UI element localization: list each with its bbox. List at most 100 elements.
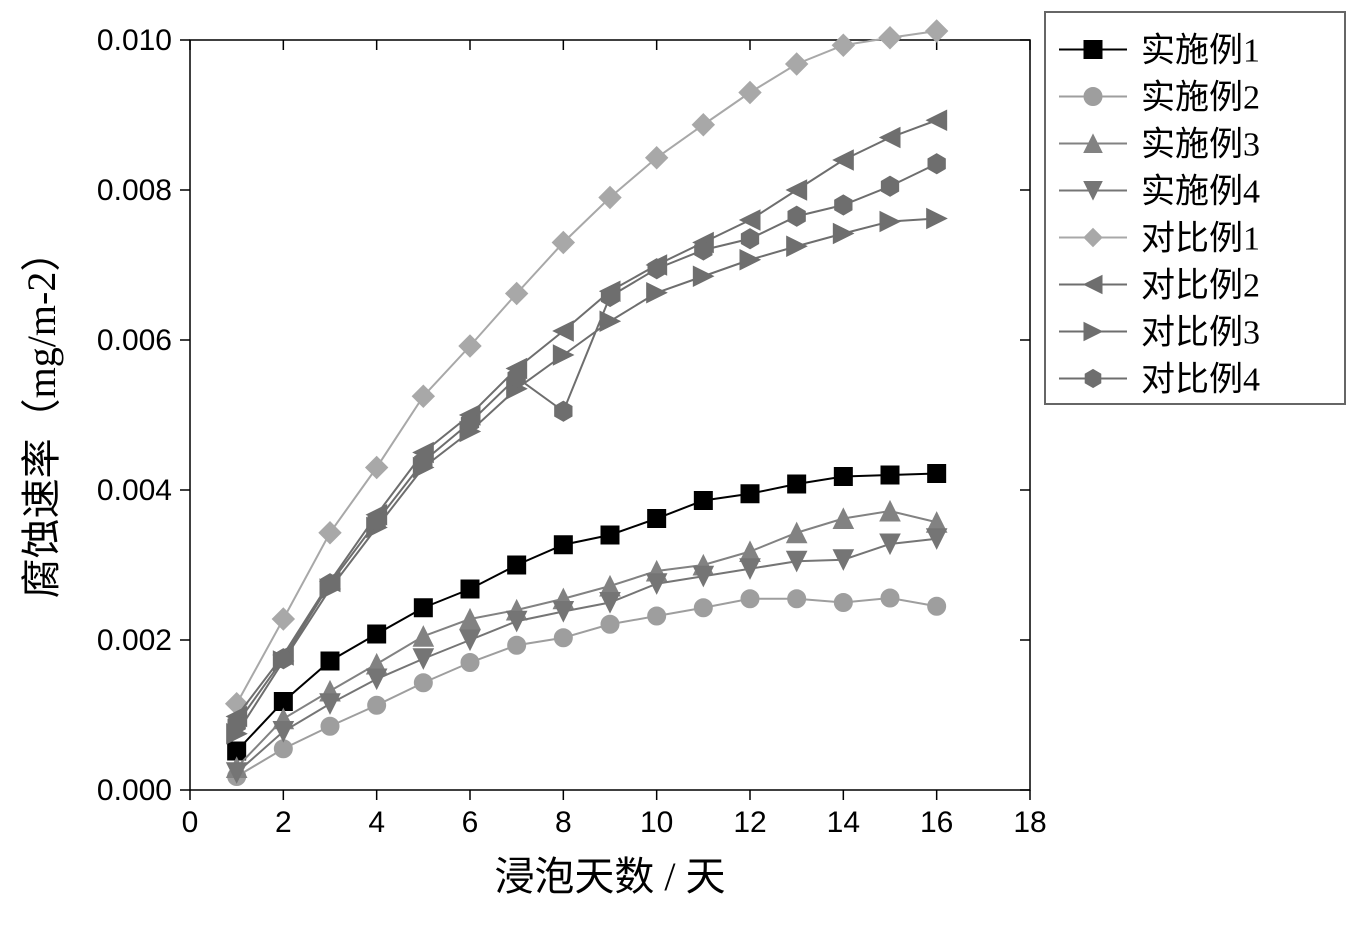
- series-marker: [788, 206, 805, 226]
- series-marker: [553, 345, 573, 365]
- series-marker: [787, 236, 807, 256]
- series-marker: [601, 287, 618, 307]
- series-marker: [508, 636, 526, 654]
- series-marker: [927, 110, 947, 130]
- series-marker: [414, 599, 432, 617]
- series-marker: [834, 468, 852, 486]
- legend-label: 实施例4: [1141, 173, 1260, 211]
- series-marker: [928, 154, 945, 174]
- series-line-2: [237, 511, 937, 768]
- series-marker: [321, 574, 338, 594]
- series-marker: [881, 176, 898, 196]
- x-tick-label: 4: [368, 806, 385, 839]
- x-tick-label: 12: [733, 806, 766, 839]
- x-tick-label: 14: [827, 806, 860, 839]
- series-marker: [832, 34, 854, 56]
- series-marker: [413, 649, 433, 669]
- series-marker: [368, 512, 385, 532]
- series-marker: [648, 510, 666, 528]
- legend-label: 对比例2: [1141, 267, 1260, 305]
- series-marker: [460, 630, 480, 650]
- series-marker: [740, 559, 760, 579]
- series-marker: [461, 580, 479, 598]
- x-tick-label: 10: [640, 806, 673, 839]
- series-marker: [835, 195, 852, 215]
- series-line-1: [237, 598, 937, 777]
- legend-label: 实施例1: [1141, 32, 1260, 70]
- x-tick-label: 8: [555, 806, 572, 839]
- series-marker: [601, 526, 619, 544]
- series-line-7: [237, 164, 937, 724]
- legend-label: 对比例3: [1141, 314, 1260, 352]
- legend-label: 实施例3: [1141, 126, 1260, 164]
- y-tick-label: 0.000: [97, 774, 172, 807]
- series-marker: [415, 452, 432, 472]
- y-tick-label: 0.008: [97, 174, 172, 207]
- chart-svg: 0246810121416180.0000.0020.0040.0060.008…: [0, 0, 1358, 945]
- series-marker: [553, 321, 573, 341]
- series-marker: [647, 283, 667, 303]
- chart-container: 0246810121416180.0000.0020.0040.0060.008…: [0, 0, 1358, 945]
- series-marker: [368, 696, 386, 714]
- series-marker: [881, 589, 899, 607]
- series-marker: [740, 210, 760, 230]
- series-marker: [692, 114, 714, 136]
- series-marker: [647, 574, 667, 594]
- series-marker: [461, 413, 478, 433]
- series-marker: [740, 250, 760, 270]
- series-marker: [693, 566, 713, 586]
- legend-marker: [1084, 41, 1102, 59]
- series-marker: [741, 229, 758, 249]
- legend-label: 对比例1: [1141, 220, 1260, 258]
- x-tick-label: 2: [275, 806, 292, 839]
- series-marker: [320, 694, 340, 714]
- legend-marker: [1084, 276, 1102, 294]
- series-marker: [788, 475, 806, 493]
- x-axis-label: 浸泡天数 / 天: [494, 854, 725, 899]
- series-marker: [881, 466, 899, 484]
- legend-marker: [1084, 229, 1102, 247]
- series-marker: [694, 599, 712, 617]
- series-marker: [787, 523, 807, 543]
- series-marker: [928, 465, 946, 483]
- series-marker: [880, 212, 900, 232]
- x-tick-label: 18: [1013, 806, 1046, 839]
- series-marker: [553, 602, 573, 622]
- legend-marker: [1085, 370, 1101, 388]
- series-marker: [554, 536, 572, 554]
- series-marker: [648, 607, 666, 625]
- series-marker: [275, 649, 292, 669]
- series-marker: [927, 209, 947, 229]
- series-marker: [833, 150, 853, 170]
- series-marker: [414, 674, 432, 692]
- series-marker: [926, 20, 948, 42]
- series-marker: [367, 669, 387, 689]
- series-marker: [554, 629, 572, 647]
- series-marker: [693, 266, 713, 286]
- series-marker: [786, 53, 808, 75]
- series-marker: [879, 27, 901, 49]
- x-tick-label: 0: [182, 806, 199, 839]
- y-tick-label: 0.010: [97, 24, 172, 57]
- series-marker: [272, 608, 294, 630]
- series-marker: [319, 522, 341, 544]
- series-marker: [321, 652, 339, 670]
- series-line-5: [237, 120, 937, 716]
- series-marker: [366, 457, 388, 479]
- x-tick-label: 16: [920, 806, 953, 839]
- series-marker: [321, 717, 339, 735]
- series-marker: [694, 492, 712, 510]
- series-marker: [648, 259, 665, 279]
- legend-label: 实施例2: [1141, 79, 1260, 117]
- series-marker: [413, 626, 433, 646]
- series-marker: [461, 654, 479, 672]
- series-marker: [834, 594, 852, 612]
- legend-marker: [1084, 323, 1102, 341]
- series-marker: [833, 509, 853, 529]
- y-axis-label: 腐蚀速率（mg/m-2）: [19, 232, 64, 599]
- series-marker: [555, 401, 572, 421]
- series-marker: [695, 240, 712, 260]
- series-marker: [741, 485, 759, 503]
- series-line-6: [237, 219, 937, 734]
- series-marker: [601, 615, 619, 633]
